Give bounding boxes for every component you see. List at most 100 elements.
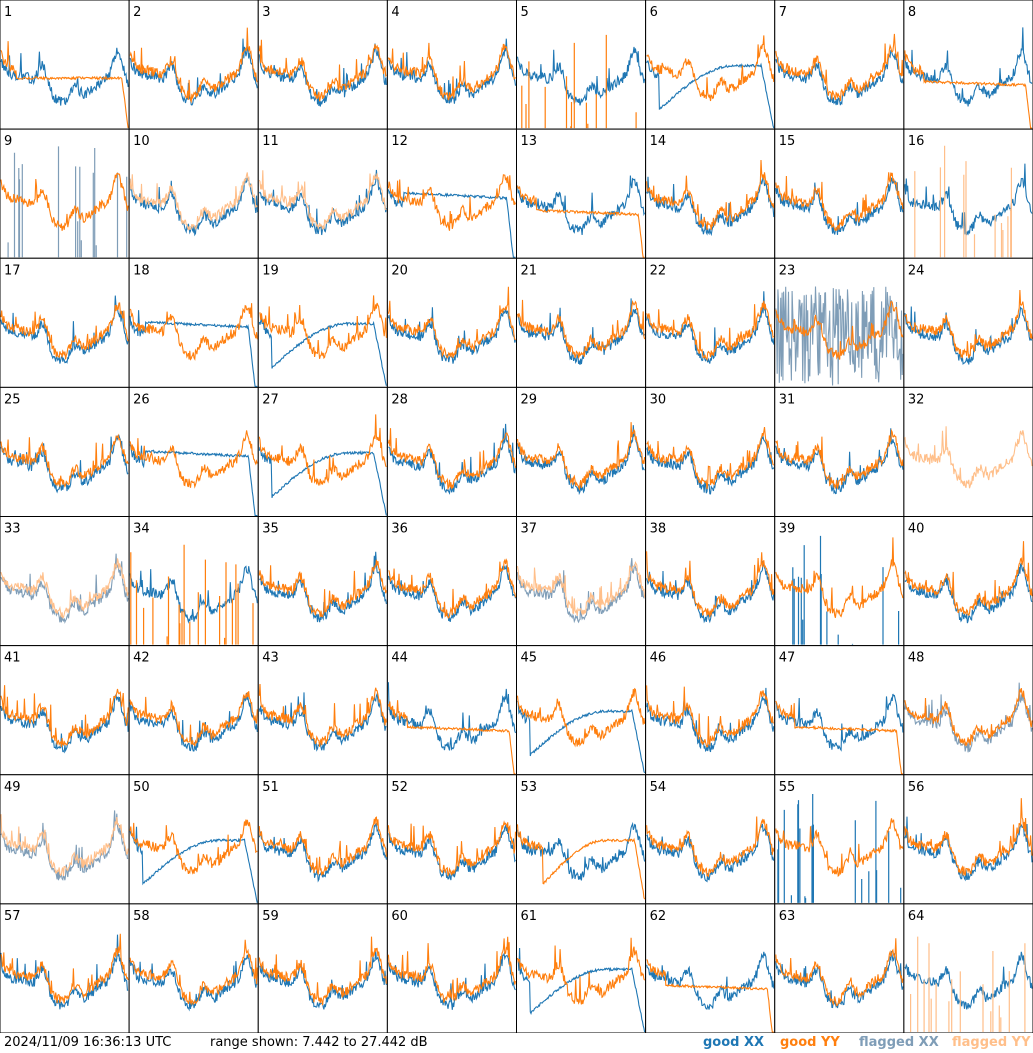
panel-label: 56	[908, 780, 925, 795]
panel-48: 48	[903, 645, 1033, 776]
series-xx	[904, 306, 1033, 366]
panel-label: 41	[4, 651, 21, 666]
series-xx	[516, 947, 646, 1033]
legend-flagged-yy: flagged YY	[952, 1035, 1031, 1050]
panel-label: 53	[521, 780, 538, 795]
panel-frame	[128, 0, 259, 130]
panel-frame	[257, 257, 388, 388]
series-yy	[387, 286, 516, 359]
series-yy	[129, 819, 258, 875]
panel-label: 45	[521, 651, 538, 666]
panel-label: 30	[650, 392, 667, 407]
panel-59: 59	[257, 903, 388, 1033]
panel-label: 57	[4, 909, 21, 924]
series-yy	[0, 41, 129, 129]
series-xx	[516, 46, 646, 106]
panel-7: 7	[774, 0, 905, 130]
series-xx	[129, 693, 258, 752]
series-xx	[792, 535, 900, 645]
series-yy	[646, 300, 775, 362]
panel-24: 24	[903, 257, 1033, 388]
panel-60: 60	[386, 903, 517, 1033]
series-xx	[646, 687, 775, 753]
panel-13: 13	[516, 128, 647, 259]
panel-label: 22	[650, 263, 667, 278]
panel-25: 25	[0, 386, 130, 517]
series-yy	[387, 428, 517, 491]
panel-label: 55	[779, 780, 796, 795]
panel-label: 58	[133, 909, 150, 924]
panel-62: 62	[645, 903, 776, 1033]
panel-label: 42	[133, 651, 150, 666]
panel-label: 29	[521, 392, 538, 407]
series-yy	[387, 174, 517, 231]
panel-label: 11	[262, 134, 279, 149]
series-xx	[387, 307, 517, 364]
panel-frame	[257, 0, 388, 130]
series-xx	[646, 951, 775, 1010]
series-xx	[904, 951, 1033, 1010]
panel-label: 51	[262, 780, 279, 795]
series-yy	[0, 558, 129, 619]
panel-46: 46	[645, 645, 776, 776]
panel-35: 35	[257, 516, 388, 647]
panel-frame	[0, 903, 130, 1033]
panel-32: 32	[903, 386, 1033, 517]
series-xx	[646, 823, 775, 883]
panel-36: 36	[386, 516, 517, 647]
panel-26: 26	[128, 386, 259, 517]
series-yy	[129, 939, 258, 1006]
panel-17: 17	[0, 257, 130, 388]
panel-frame	[774, 645, 905, 776]
series-yy	[646, 427, 775, 490]
panel-19: 19	[257, 257, 388, 388]
series-yy	[646, 685, 775, 748]
panel-frame	[903, 516, 1033, 647]
panel-frame	[774, 774, 905, 905]
panel-label: 31	[779, 392, 796, 407]
panel-label: 8	[908, 5, 916, 20]
series-yy	[0, 172, 129, 231]
series-yy	[129, 691, 258, 747]
series-xx	[775, 286, 904, 386]
series-xx	[646, 176, 775, 237]
panel-label: 40	[908, 522, 925, 537]
panel-43: 43	[257, 645, 388, 776]
panel-55: 55	[774, 774, 905, 905]
series-xx	[129, 826, 258, 904]
series-yy	[0, 933, 129, 1004]
panel-frame	[774, 128, 905, 259]
panel-frame	[386, 903, 517, 1033]
panel-label: 43	[262, 651, 279, 666]
panel-label: 26	[133, 392, 150, 407]
panel-frame	[903, 0, 1033, 130]
series-yy	[646, 816, 775, 878]
panel-label: 27	[262, 392, 279, 407]
panel-58: 58	[128, 903, 259, 1033]
series-xx	[516, 821, 646, 881]
series-yy	[129, 303, 258, 361]
series-yy	[775, 33, 904, 101]
series-yy	[0, 814, 129, 877]
series-xx	[646, 435, 775, 495]
panel-label: 1	[4, 5, 12, 20]
series-yy	[130, 544, 254, 645]
panel-label: 54	[650, 780, 667, 795]
panel-label: 52	[391, 780, 408, 795]
panel-label: 48	[908, 651, 925, 666]
panel-label: 20	[391, 263, 408, 278]
series-yy	[775, 428, 904, 489]
panel-frame	[516, 257, 647, 388]
series-yy	[387, 700, 516, 775]
panel-28: 28	[386, 386, 517, 517]
panel-18: 18	[128, 257, 259, 388]
series-yy	[388, 558, 517, 619]
panel-45: 45	[516, 645, 647, 776]
panel-frame	[516, 645, 647, 776]
panel-5: 5	[516, 0, 647, 130]
series-yy	[258, 559, 387, 618]
panel-41: 41	[0, 645, 130, 776]
panel-frame	[645, 386, 776, 517]
series-yy	[516, 422, 646, 492]
series-xx	[777, 794, 902, 903]
